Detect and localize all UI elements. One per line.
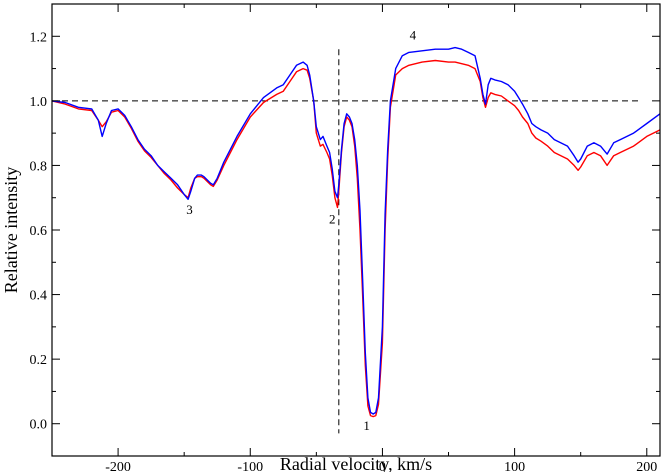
annotation-label-2: 2: [329, 212, 336, 227]
series-line-red: [51, 59, 661, 418]
annotation-label-4: 4: [410, 28, 417, 43]
y-tick-label: 1.0: [30, 95, 48, 110]
x-tick-label: -200: [105, 460, 131, 472]
plot-area: [52, 49, 641, 434]
y-tick-label: 0.0: [30, 418, 48, 433]
x-axis-title: Radial velocity, km/s: [280, 454, 432, 472]
plot-frame: [51, 3, 661, 457]
annotations: 1 2 3 4: [186, 28, 416, 434]
y-tick-label: 0.6: [30, 224, 48, 239]
annotation-label-1: 1: [363, 418, 370, 433]
x-tick-label: -100: [237, 460, 263, 472]
y-tick-label: 0.8: [30, 159, 48, 174]
y-axis-title: Relative intensity: [1, 167, 21, 293]
series-line-blue: [51, 46, 661, 415]
x-tick-label: 100: [504, 460, 525, 472]
x-tick-label: 0: [379, 460, 386, 472]
axes: -200 -100 0 100 200 0.0 0.2 0.4 0.6 0.8 1.0 1.2: [30, 3, 661, 472]
y-tick-label: 1.2: [30, 30, 48, 45]
x-tick-label: 200: [636, 460, 657, 472]
y-tick-label: 0.4: [30, 289, 48, 304]
series-layer: [51, 46, 661, 418]
annotation-label-3: 3: [186, 202, 193, 217]
y-tick-label: 0.2: [30, 353, 48, 368]
